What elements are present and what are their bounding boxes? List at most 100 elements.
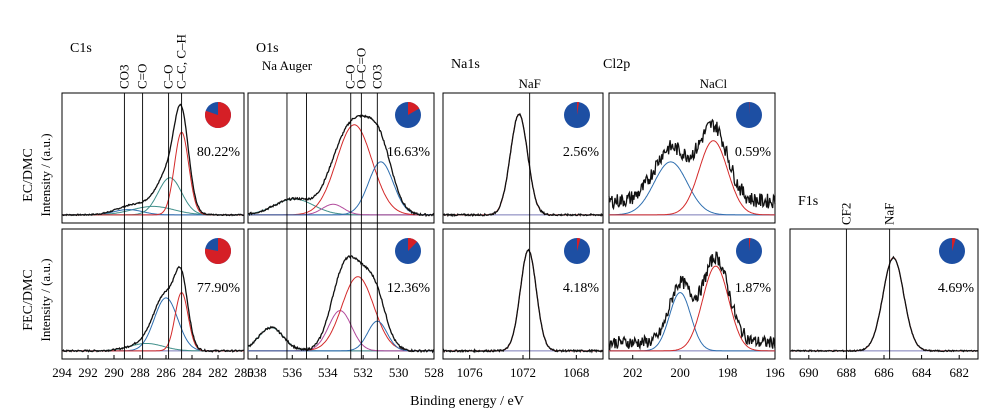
tick-label-o1s-532: 532: [353, 365, 373, 380]
ref-label-o1s-na-auger: Na Auger: [262, 58, 313, 73]
series-na1s-ec-dmc-envelope-2: [442, 112, 604, 218]
tick-label-f1s-684: 684: [912, 365, 932, 380]
frame-cl2p-ec-dmc: [608, 92, 776, 224]
ref-label-o1s-o-c-o: O–C=O: [353, 48, 368, 89]
pie-f1s-fec-dmc-red-slice: [952, 238, 956, 251]
tick-label-cl2p-202: 202: [623, 365, 643, 380]
ref-label-c1s-co3: CO3: [116, 64, 131, 89]
ref-label-o1s-c-o: C–O: [343, 64, 358, 89]
series-c1s-ec-dmc-envelope-5: [61, 103, 245, 217]
tick-label-o1s-534: 534: [318, 365, 338, 380]
percent-label-c1s-fec-dmc: 77.90%: [197, 281, 241, 296]
subplot-na1s-fec-dmc: 4.18%: [442, 228, 604, 360]
tick-label-f1s-688: 688: [837, 365, 857, 380]
tick-label-c1s-282: 282: [208, 365, 228, 380]
series-na1s-ec-dmc-red_fit-1: [443, 113, 603, 216]
series-f1s-fec-dmc-red_fit-1: [790, 257, 978, 352]
frame-c1s-ec-dmc: [61, 92, 245, 224]
ref-label-o1s-co3: CO3: [369, 64, 384, 89]
tick-label-na1s-1068: 1068: [563, 365, 589, 380]
tick-label-c1s-280: 280: [234, 365, 254, 380]
percent-label-cl2p-fec-dmc: 1.87%: [735, 281, 772, 296]
series-f1s-fec-dmc-envelope-2: [789, 255, 979, 353]
pie-o1s-fec-dmc-red-slice: [408, 238, 418, 251]
x-axis-label: Binding energy / eV: [410, 394, 524, 409]
pie-o1s-ec-dmc-red-slice: [408, 102, 420, 115]
tick-label-o1s-536: 536: [283, 365, 303, 380]
pie-f1s-fec-dmc: [939, 238, 965, 264]
tick-label-f1s-690: 690: [799, 365, 819, 380]
panel-title-c1s: C1s: [70, 41, 92, 56]
row-label-fec-dmc: FEC/DMC: [21, 269, 36, 330]
tick-label-c1s-284: 284: [182, 365, 202, 380]
pie-cl2p-fec-dmc: [736, 238, 762, 264]
subplot-cl2p-ec-dmc: 0.59%: [608, 92, 776, 224]
series-cl2p-fec-dmc-red_fit-2: [609, 265, 775, 352]
tick-label-f1s-682: 682: [949, 365, 969, 380]
tick-label-cl2p-198: 198: [718, 365, 738, 380]
frame-o1s-fec-dmc: [247, 228, 435, 360]
pie-c1s-fec-dmc: [205, 238, 231, 264]
percent-label-cl2p-ec-dmc: 0.59%: [735, 145, 772, 160]
series-o1s-fec-dmc-teal_fit-1: [247, 327, 434, 352]
series-na1s-fec-dmc-envelope-2: [442, 248, 604, 354]
tick-label-na1s-1072: 1072: [510, 365, 536, 380]
row-label-ec-dmc: EC/DMC: [21, 148, 36, 202]
frame-na1s-ec-dmc: [442, 92, 604, 224]
series-o1s-ec-dmc-envelope-5: [247, 114, 435, 218]
series-c1s-ec-dmc-teal_fit-3: [62, 177, 244, 216]
percent-label-na1s-fec-dmc: 4.18%: [563, 281, 600, 296]
row-label-fec-dmc-unit: Intensity / (a.u.): [38, 258, 53, 341]
tick-label-c1s-290: 290: [104, 365, 124, 380]
panel-title-cl2p: Cl2p: [603, 57, 630, 72]
ref-label-c1s-c-c-c-h: C–C, C–H: [174, 34, 189, 89]
frame-c1s-fec-dmc: [61, 228, 245, 360]
pie-c1s-ec-dmc: [204, 102, 232, 128]
series-na1s-fec-dmc-red_fit-1: [443, 249, 603, 352]
subplot-c1s-ec-dmc: 80.22%: [61, 92, 245, 224]
tick-label-o1s-538: 538: [247, 365, 267, 380]
pie-na1s-ec-dmc: [564, 102, 590, 128]
subplot-c1s-fec-dmc: 77.90%: [61, 228, 245, 360]
frame-o1s-ec-dmc: [247, 92, 435, 224]
ref-label-f1s-naf: NaF: [882, 203, 897, 225]
panel-c1s: C1s 80.22% 77.90% CO3 C=O C–OC–C, C–H 294 292 29…: [52, 34, 254, 380]
ref-label-c1s-c-o: C=O: [135, 64, 150, 89]
pie-cl2p-ec-dmc: [736, 102, 762, 128]
percent-label-o1s-ec-dmc: 16.63%: [387, 145, 431, 160]
pie-na1s-fec-dmc-red-slice: [577, 238, 581, 251]
panel-title-f1s: F1s: [798, 194, 818, 209]
ref-label-cl2p-nacl: NaCl: [700, 76, 728, 91]
tick-label-o1s-528: 528: [424, 365, 444, 380]
pie-cl2p-fec-dmc-red-slice: [749, 238, 751, 251]
panel-cl2p: Cl2p 0.59% 1.87% NaCl 202 200 198 196: [603, 57, 785, 380]
pie-o1s-fec-dmc: [395, 238, 421, 264]
tick-label-c1s-288: 288: [130, 365, 150, 380]
panel-title-o1s: O1s: [256, 41, 279, 56]
series-o1s-fec-dmc-magenta_fit-2: [248, 310, 434, 352]
percent-label-na1s-ec-dmc: 2.56%: [563, 145, 600, 160]
ref-label-f1s-cf2: CF2: [838, 203, 853, 225]
series-cl2p-ec-dmc-envelope-3: [608, 118, 776, 211]
tick-label-na1s-1076: 1076: [457, 365, 484, 380]
series-cl2p-fec-dmc-envelope-3: [608, 251, 776, 352]
subplot-na1s-ec-dmc: 2.56%: [442, 92, 604, 224]
series-cl2p-ec-dmc-red_fit-2: [609, 140, 775, 216]
pie-na1s-fec-dmc: [564, 238, 590, 264]
subplot-cl2p-fec-dmc: 1.87%: [608, 228, 776, 360]
tick-label-f1s-686: 686: [874, 365, 894, 380]
percent-label-c1s-ec-dmc: 80.22%: [197, 145, 241, 160]
subplot-f1s-fec-dmc: 4.69%: [789, 228, 979, 360]
pie-na1s-ec-dmc-red-slice: [577, 102, 580, 115]
ref-label-na1s-naf: NaF: [518, 76, 540, 91]
subplot-o1s-ec-dmc: 16.63%: [247, 92, 435, 224]
tick-label-c1s-292: 292: [78, 365, 98, 380]
percent-label-o1s-fec-dmc: 12.36%: [387, 281, 431, 296]
pie-c1s-fec-dmc-red-slice: [205, 238, 231, 264]
ref-label-c1s-c-o: C–O: [161, 64, 176, 89]
pie-o1s-ec-dmc: [395, 102, 421, 128]
series-o1s-fec-dmc-envelope-5: [247, 255, 435, 354]
tick-label-cl2p-196: 196: [765, 365, 785, 380]
